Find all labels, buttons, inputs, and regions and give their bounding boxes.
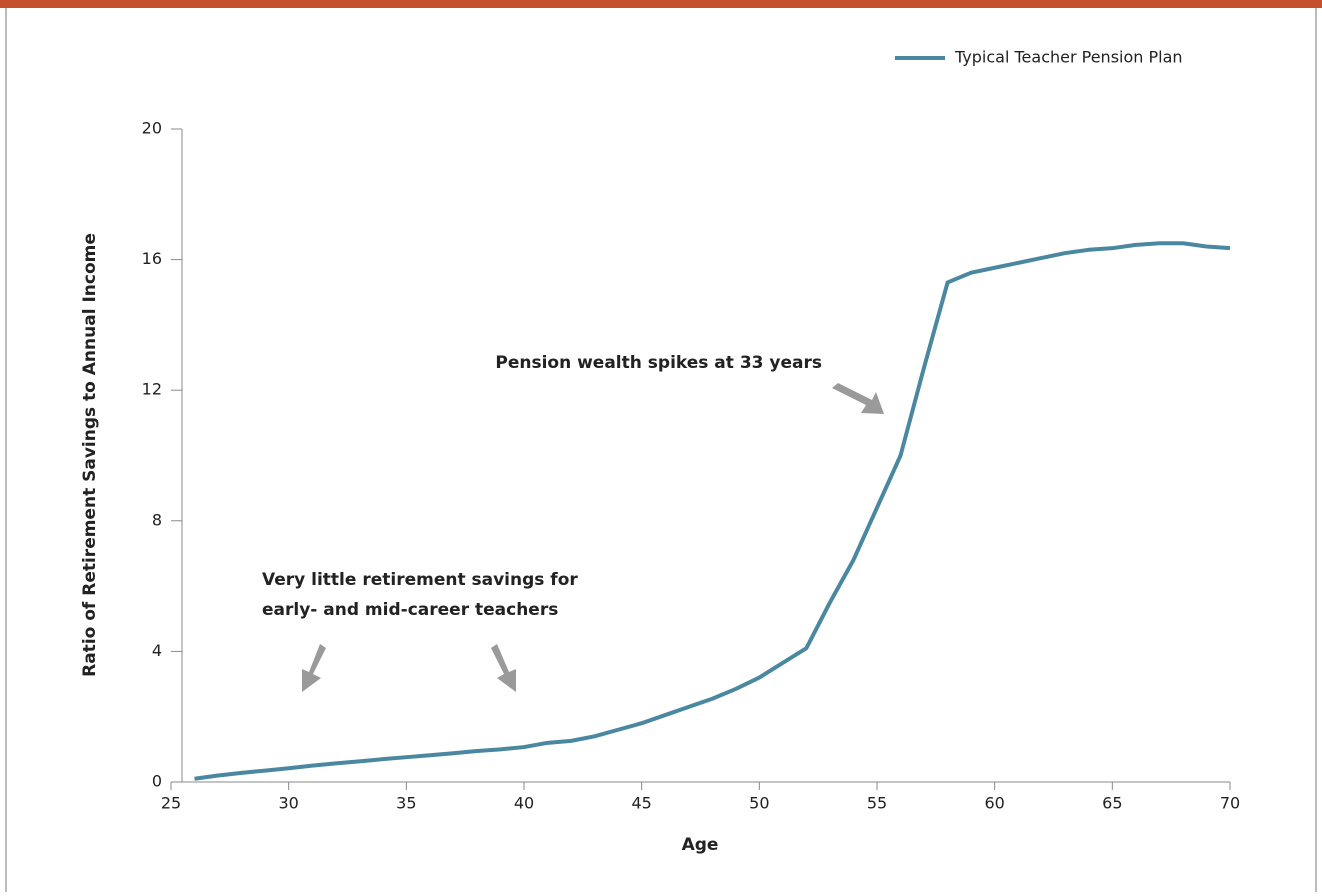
- annotation: Pension wealth spikes at 33 years: [495, 353, 822, 373]
- arrow: [832, 383, 884, 414]
- x-tick-label: 60: [984, 794, 1004, 813]
- x-tick-label: 55: [867, 794, 887, 813]
- x-tick-label: 50: [749, 794, 769, 813]
- annotation: Very little retirement savings for: [262, 570, 578, 590]
- legend-label: Typical Teacher Pension Plan: [954, 48, 1183, 67]
- x-axis-label: Age: [682, 835, 719, 855]
- line: [194, 241, 1231, 781]
- x-tick-label: 45: [631, 794, 651, 813]
- y-tick-label: 4: [152, 641, 162, 660]
- arrow: [491, 644, 516, 692]
- x-tick-label: 40: [514, 794, 534, 813]
- x-tick-label: 70: [1220, 794, 1240, 813]
- x-tick-label: 30: [278, 794, 298, 813]
- x-tick-label: 25: [161, 794, 181, 813]
- y-tick-label: 20: [142, 119, 162, 138]
- y-axis-label: Ratio of Retirement Savings to Annual In…: [80, 233, 100, 677]
- x-tick-label: 35: [396, 794, 416, 813]
- y-tick-label: 0: [152, 772, 162, 791]
- y-tick-label: 12: [142, 380, 162, 399]
- arrows: [302, 383, 884, 692]
- annotation: early- and mid-career teachers: [262, 600, 558, 620]
- y-tick-label: 16: [142, 249, 162, 268]
- x-tick-label: 65: [1102, 794, 1122, 813]
- top-bar: [0, 0, 1322, 8]
- arrow: [302, 644, 326, 692]
- y-tick-label: 8: [152, 510, 162, 529]
